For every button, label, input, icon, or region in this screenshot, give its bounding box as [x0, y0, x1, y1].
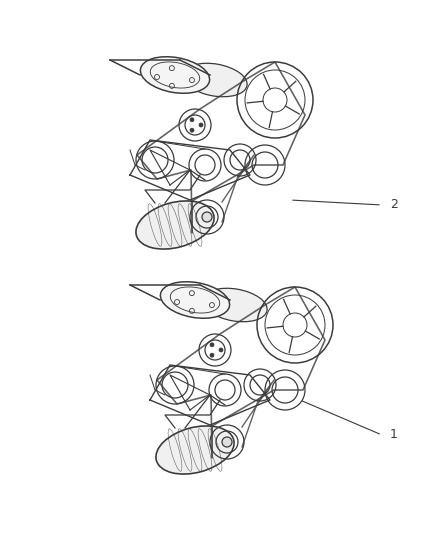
Ellipse shape	[140, 56, 209, 93]
Circle shape	[201, 212, 212, 222]
Ellipse shape	[155, 426, 233, 474]
Circle shape	[190, 128, 194, 132]
Ellipse shape	[136, 201, 214, 249]
Circle shape	[209, 353, 213, 357]
Text: 2: 2	[389, 198, 397, 212]
Ellipse shape	[183, 63, 247, 96]
Ellipse shape	[160, 282, 229, 318]
Circle shape	[209, 343, 213, 347]
Circle shape	[219, 348, 223, 352]
Text: 1: 1	[389, 429, 397, 441]
Ellipse shape	[202, 288, 266, 322]
Circle shape	[190, 118, 194, 122]
Circle shape	[198, 123, 202, 127]
Circle shape	[222, 437, 231, 447]
